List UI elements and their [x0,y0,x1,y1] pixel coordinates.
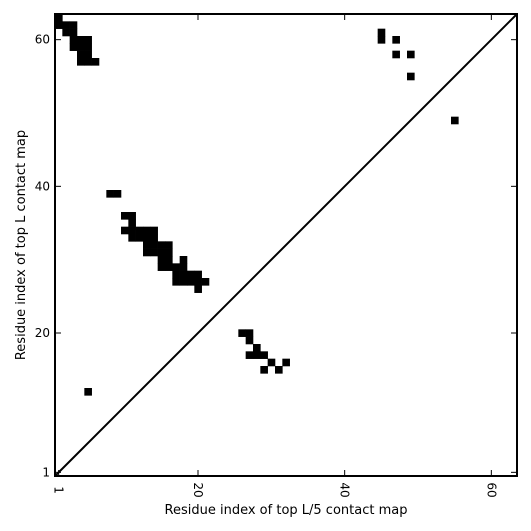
contact-cell-lower [194,278,202,286]
contact-cell-lower [238,329,246,337]
contact-cell-lower [121,212,129,220]
contact-cell-lower [77,58,85,66]
contact-cell-lower [245,351,254,359]
contact-cell-lower [157,248,166,257]
contact-cell-upper [392,36,400,44]
contact-cell-lower [275,366,283,374]
axis-ticks: 1 20 40 60 1 20 40 60 [35,14,517,498]
x-axis-label: Residue index of top L/5 contact map [165,503,408,518]
contact-cell-lower [260,366,268,374]
contact-cell-upper [451,116,459,125]
contact-cell-lower [128,212,136,220]
contact-cell-lower [245,336,254,345]
contact-cell-lower [62,28,70,37]
contact-cell-lower [179,263,188,271]
contact-cell-lower [253,351,261,359]
contact-cell-lower [201,278,210,286]
contact-cell-lower [260,351,268,359]
contact-cell-lower [69,21,78,29]
contact-cell-lower [143,248,151,257]
y-tick-label: 60 [35,33,50,47]
contact-cell-lower [69,36,78,44]
contact-cell-lower [165,241,173,249]
plot-frame [54,13,518,477]
contact-cell-lower [143,226,151,235]
contact-cell-lower [150,248,158,257]
contact-cell-lower [165,263,173,271]
contact-cell-lower [150,234,158,242]
contact-cell-upper [407,72,415,81]
contact-cell-lower [267,358,276,367]
contact-cell-lower [172,278,180,286]
contact-cell-lower [157,241,166,249]
contact-cell-lower [150,241,158,249]
contact-cells [55,14,459,396]
contact-cell-lower [113,190,122,198]
contact-cell-upper [392,50,400,59]
y-tick-label: 1 [42,465,50,479]
contact-cell-lower [106,190,114,198]
contact-cell-lower [282,358,290,367]
diagonal-line [54,13,518,477]
contact-cell-lower [165,248,173,257]
contact-cell-lower [172,270,180,279]
y-tick-label: 20 [35,326,50,340]
x-tick-label: 60 [484,482,498,497]
contact-cell-lower [179,278,188,286]
contact-cell-lower [77,43,85,51]
contact-cell-lower [84,50,92,59]
contact-cell-lower [91,58,100,66]
contact-cell-lower [128,219,136,227]
contact-cell-lower [143,241,151,249]
contact-cell-lower [172,263,180,271]
contact-cell-lower [143,234,151,242]
contact-cell-lower [62,21,70,29]
contact-cell-lower [55,21,63,29]
contact-cell-lower [150,226,158,235]
contact-cell-lower [84,388,92,396]
contact-cell-lower [128,226,136,235]
contact-cell-lower [187,278,195,286]
contact-cell-lower [135,226,144,235]
contact-cell-lower [128,234,136,242]
contact-cell-lower [84,36,92,44]
contact-cell-lower [187,270,195,279]
contact-cell-lower [179,270,188,279]
y-axis-label: Residue index of top L contact map [14,130,29,360]
x-tick-label: 20 [191,482,205,497]
contact-cell-upper [407,50,415,59]
contact-cell-lower [77,36,85,44]
contact-cell-lower [69,28,78,37]
contact-cell-lower [157,256,166,264]
contact-cell-lower [135,234,144,242]
x-tick-label: 1 [52,486,66,494]
contact-cell-lower [84,43,92,51]
x-tick-label: 40 [338,482,352,497]
y-tick-label: 40 [35,179,50,193]
contact-cell-lower [69,43,78,51]
contact-cell-lower [165,256,173,264]
contact-cell-lower [77,50,85,59]
contact-cell-lower [194,270,202,279]
contact-cell-lower [179,256,188,264]
contact-cell-lower [121,226,129,235]
contact-cell-lower [194,285,202,293]
contact-cell-lower [84,58,92,66]
contact-cell-lower [157,263,166,271]
contact-cell-lower [253,344,261,352]
contact-cell-upper [377,36,386,44]
contact-cell-lower [245,329,254,337]
contact-cell-upper [377,28,386,37]
